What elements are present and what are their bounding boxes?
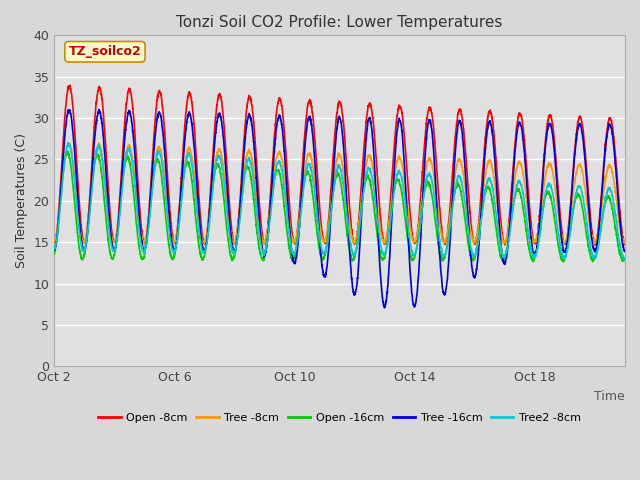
Tree -8cm (621, 239, 629, 245)
Open -8cm (66, 83, 74, 88)
Tree -16cm (381, 305, 388, 311)
Tree2 -8cm (621, 255, 629, 261)
Tree -8cm (150, 172, 157, 178)
Tree2 -8cm (621, 256, 628, 262)
Tree -16cm (269, 163, 277, 169)
Tree -8cm (65, 140, 72, 145)
Open -8cm (611, 138, 618, 144)
Tree -8cm (549, 168, 557, 174)
Tree -16cm (549, 132, 557, 138)
Tree -8cm (51, 239, 58, 244)
Tree2 -8cm (294, 235, 302, 240)
Tree -16cm (116, 208, 124, 214)
Open -8cm (116, 199, 124, 204)
Open -16cm (294, 231, 302, 237)
Open -8cm (51, 239, 58, 245)
Open -8cm (150, 140, 157, 145)
Line: Tree -16cm: Tree -16cm (54, 109, 625, 308)
Text: TZ_soilco2: TZ_soilco2 (68, 45, 141, 58)
Open -8cm (294, 222, 302, 228)
Legend: Open -8cm, Tree -8cm, Open -16cm, Tree -16cm, Tree2 -8cm: Open -8cm, Tree -8cm, Open -16cm, Tree -… (94, 408, 586, 427)
Open -16cm (529, 259, 537, 264)
Tree -16cm (621, 248, 629, 253)
Tree2 -8cm (150, 175, 157, 181)
Line: Open -16cm: Open -16cm (54, 151, 625, 262)
X-axis label: Time: Time (595, 390, 625, 403)
Tree -16cm (95, 107, 102, 112)
Tree2 -8cm (65, 140, 72, 146)
Line: Tree2 -8cm: Tree2 -8cm (54, 143, 625, 259)
Tree2 -8cm (51, 247, 58, 252)
Line: Open -8cm: Open -8cm (54, 85, 625, 245)
Tree2 -8cm (269, 188, 277, 193)
Line: Tree -8cm: Tree -8cm (54, 143, 625, 244)
Open -8cm (269, 151, 277, 156)
Y-axis label: Soil Temperatures (C): Soil Temperatures (C) (15, 133, 28, 268)
Tree -8cm (269, 177, 277, 183)
Open -16cm (51, 251, 58, 257)
Tree2 -8cm (610, 202, 618, 208)
Open -8cm (591, 242, 599, 248)
Title: Tonzi Soil CO2 Profile: Lower Temperatures: Tonzi Soil CO2 Profile: Lower Temperatur… (177, 15, 503, 30)
Tree -16cm (294, 240, 302, 246)
Tree2 -8cm (116, 214, 124, 220)
Open -16cm (269, 185, 277, 191)
Tree -8cm (260, 241, 268, 247)
Tree -8cm (116, 209, 124, 215)
Open -16cm (150, 173, 157, 179)
Open -16cm (116, 210, 124, 216)
Open -16cm (621, 255, 629, 261)
Open -16cm (64, 148, 72, 154)
Open -8cm (621, 241, 629, 247)
Open -16cm (611, 216, 618, 222)
Tree -16cm (150, 153, 157, 159)
Tree2 -8cm (548, 189, 556, 195)
Open -8cm (548, 121, 556, 127)
Open -16cm (549, 204, 557, 209)
Tree -16cm (611, 147, 618, 153)
Tree -16cm (51, 247, 58, 253)
Tree -8cm (611, 179, 618, 185)
Tree -8cm (294, 223, 302, 229)
